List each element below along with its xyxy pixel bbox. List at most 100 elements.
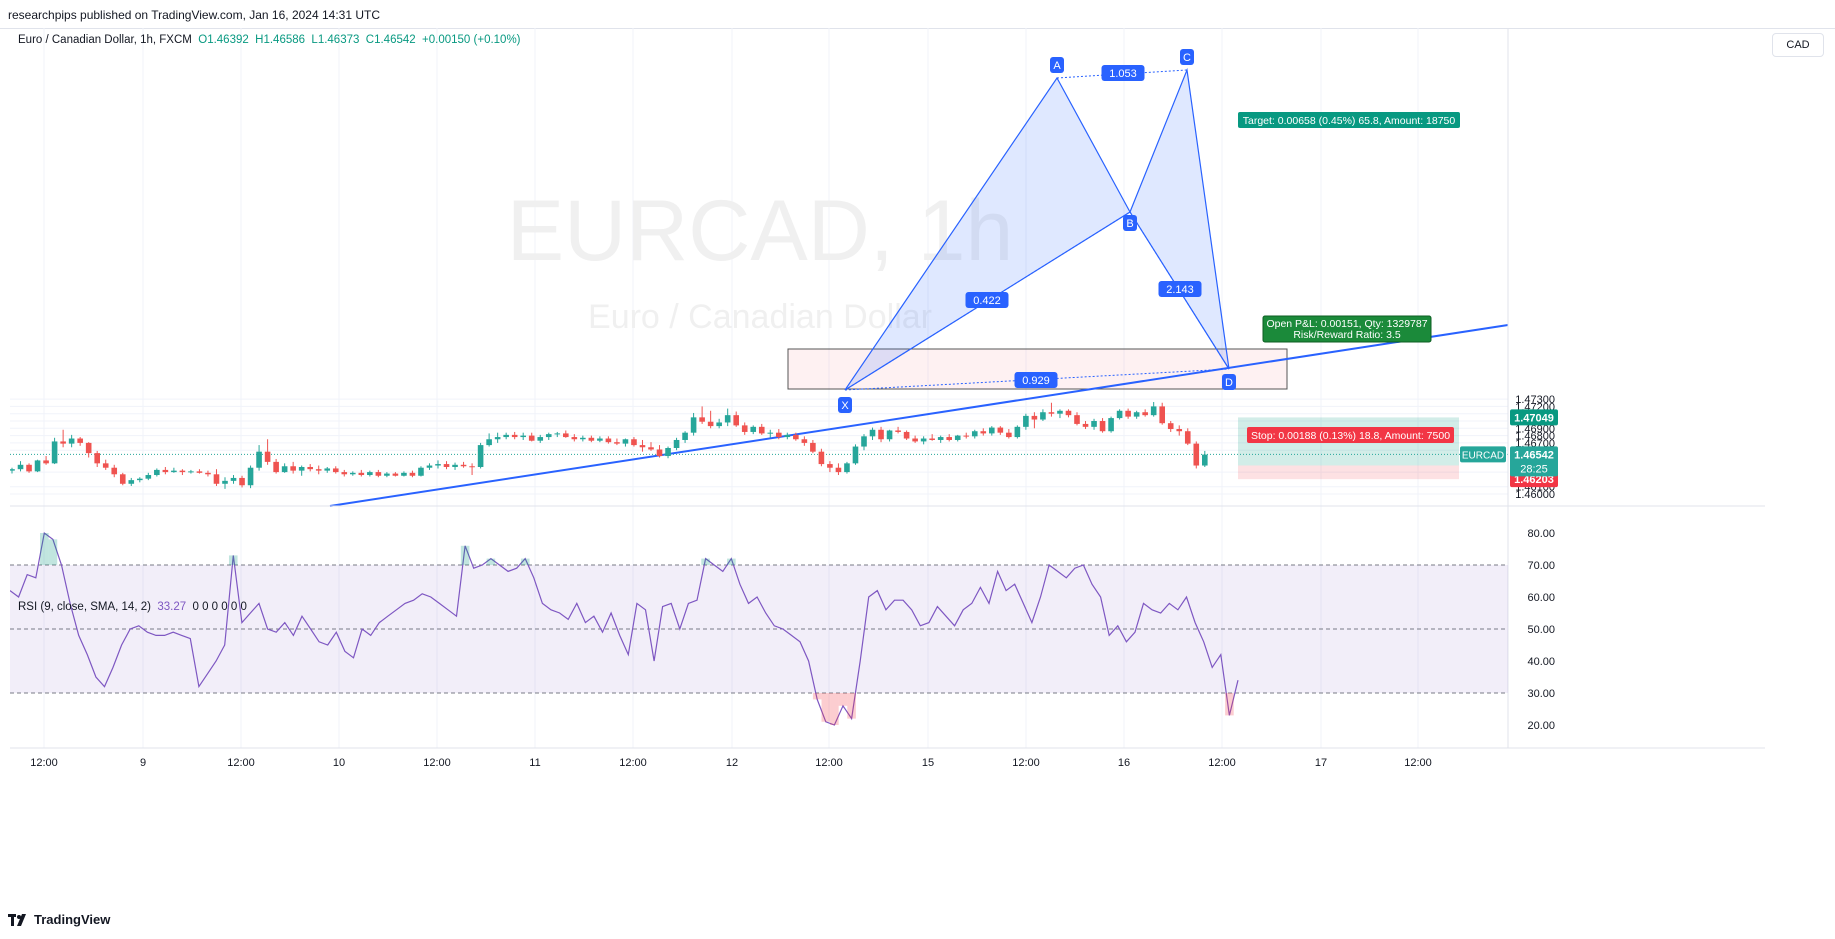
- current-price-tag-bg: [1510, 446, 1558, 477]
- candle: [443, 461, 450, 470]
- candle: [1193, 441, 1200, 469]
- candle-body: [128, 480, 135, 484]
- rsi-line: [10, 531, 1239, 726]
- candle: [137, 477, 143, 483]
- candle-body: [954, 435, 961, 440]
- candle-body: [520, 435, 526, 438]
- candle: [17, 461, 24, 472]
- candle: [154, 468, 160, 477]
- pattern-point-text: A: [1053, 60, 1061, 72]
- candle: [179, 469, 186, 476]
- candle: [341, 469, 348, 477]
- candle: [1150, 402, 1157, 417]
- pattern-point-c: C: [1180, 49, 1194, 65]
- candle-body: [443, 464, 450, 467]
- watermark-name: Euro / Canadian Dollar: [588, 298, 932, 336]
- candle-body: [1184, 431, 1191, 444]
- time-tick: 12: [726, 757, 738, 769]
- tradingview-footer[interactable]: TradingView: [8, 912, 110, 927]
- candle-body: [563, 433, 569, 438]
- candle: [188, 469, 194, 474]
- candle-body: [741, 425, 748, 432]
- pattern-ratio-label: 0.422: [965, 292, 1009, 308]
- candle-body: [375, 472, 382, 476]
- candle-body: [384, 473, 390, 476]
- target-price-tag-text: 1.47049: [1514, 412, 1554, 424]
- candle: [724, 408, 731, 427]
- candle-body: [528, 435, 535, 441]
- candle: [878, 426, 884, 443]
- symbol-legend: Euro / Canadian Dollar, 1h, FXCM O1.4639…: [18, 34, 521, 46]
- candle: [247, 465, 254, 489]
- candle: [989, 426, 995, 436]
- price-chart[interactable]: EURCAD, 1h Euro / Canadian Dollar X A B C D 1.0…: [10, 28, 1765, 874]
- candle: [128, 477, 135, 486]
- time-tick: 12:00: [1012, 757, 1040, 769]
- time-tick: 12:00: [619, 757, 647, 769]
- candle: [1202, 450, 1208, 467]
- candle: [980, 428, 987, 436]
- candle-body: [545, 434, 552, 438]
- candle: [963, 432, 970, 439]
- rsi-tick: 20.00: [1527, 720, 1555, 732]
- chart-frame[interactable]: EURCAD, 1h Euro / Canadian Dollar X A B C D 1.0…: [10, 28, 1765, 874]
- attribution-text: researchpips published on TradingView.co…: [8, 8, 381, 22]
- target-label: Target: 0.00658 (0.45%) 65.8, Amount: 18…: [1238, 112, 1460, 128]
- candle-body: [17, 464, 24, 470]
- candle: [222, 477, 228, 489]
- candle-body: [409, 472, 416, 476]
- candle-body: [315, 469, 322, 471]
- candle: [307, 464, 313, 472]
- candle-body: [989, 427, 995, 434]
- candle: [954, 434, 961, 442]
- candle-body: [580, 437, 586, 440]
- candle: [68, 434, 75, 448]
- rsi-tick: 80.00: [1527, 528, 1555, 540]
- countdown-text: 28:25: [1520, 463, 1548, 475]
- price-tick: 1.47300: [1515, 394, 1555, 406]
- candle-body: [154, 469, 160, 476]
- candle-body: [205, 472, 211, 475]
- candle: [622, 438, 629, 447]
- symbol-price-tag: EURCAD: [1460, 446, 1506, 463]
- candle-body: [230, 477, 237, 481]
- candle: [511, 431, 518, 440]
- candle: [690, 412, 697, 436]
- candle: [119, 472, 126, 486]
- candle-body: [895, 430, 901, 432]
- candle: [1159, 402, 1165, 425]
- candle-body: [912, 438, 918, 442]
- candle-body: [1091, 421, 1097, 427]
- candle-body: [452, 464, 458, 467]
- candle-body: [631, 439, 637, 446]
- candle: [273, 458, 279, 474]
- candle-body: [793, 434, 799, 440]
- candle: [315, 465, 322, 475]
- attribution-bar: researchpips published on TradingView.co…: [0, 0, 1835, 29]
- candle: [937, 435, 944, 443]
- pattern-point-text: B: [1126, 218, 1133, 230]
- candle-body: [435, 464, 441, 466]
- currency-button[interactable]: CAD: [1772, 33, 1824, 57]
- candle-body: [119, 474, 126, 484]
- candle: [733, 411, 739, 427]
- candle: [375, 469, 382, 478]
- stop-label: Stop: 0.00188 (0.13%) 18.8, Amount: 7500: [1247, 427, 1454, 443]
- candle: [537, 434, 544, 443]
- candle: [886, 429, 893, 442]
- trend-line: [329, 324, 1509, 507]
- candle: [1023, 413, 1029, 430]
- candle: [205, 470, 211, 477]
- time-axis: 12:00 9 12:00 10 12:00 11 12:00 12 12:00 15 12:00 1…: [30, 757, 1432, 769]
- candle-body: [10, 469, 15, 471]
- candle: [810, 439, 816, 454]
- candle-body: [102, 463, 109, 468]
- candle-body: [179, 470, 186, 473]
- candle: [384, 472, 390, 478]
- ratio-text: 0.422: [973, 295, 1001, 307]
- candle: [571, 434, 578, 442]
- candle-body: [94, 453, 100, 464]
- candle-body: [298, 466, 305, 471]
- pattern-point-badge: [1123, 215, 1137, 231]
- pattern-ratio-label: 0.929: [1014, 372, 1058, 388]
